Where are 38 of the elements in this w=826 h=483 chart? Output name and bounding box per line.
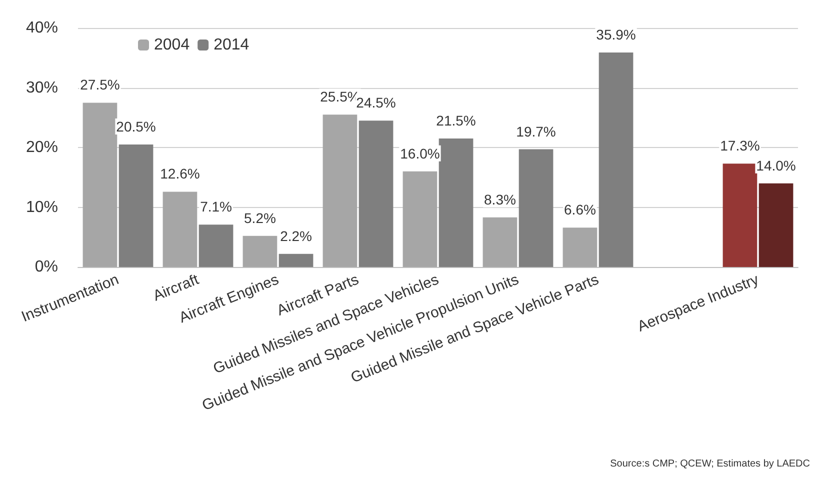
data-label: 16.0% [400, 145, 440, 162]
bar [518, 149, 554, 267]
y-tick-label: 20% [26, 139, 58, 156]
bar [482, 217, 518, 267]
data-label: 20.5% [116, 118, 156, 135]
data-label: 2.2% [280, 228, 312, 244]
bar [562, 228, 598, 267]
bar [598, 52, 634, 267]
bar [758, 183, 794, 267]
bar [402, 171, 438, 267]
bar [278, 254, 314, 267]
bar [358, 120, 394, 267]
bar [722, 164, 758, 267]
data-label: 5.2% [244, 210, 276, 226]
bar [162, 192, 198, 267]
bar [118, 144, 154, 267]
data-label: 27.5% [80, 76, 120, 93]
bar [322, 114, 358, 267]
data-label: 21.5% [436, 112, 476, 129]
legend-label: 2004 [154, 36, 190, 54]
y-tick-label: 40% [26, 20, 58, 36]
bar [82, 102, 118, 267]
data-label: 17.3% [720, 138, 760, 154]
data-label: 6.6% [564, 202, 596, 218]
data-label: 12.6% [160, 166, 200, 182]
data-label: 35.9% [596, 26, 636, 42]
data-label: 19.7% [516, 123, 556, 140]
y-tick-label: 10% [26, 198, 58, 216]
y-tick-label: 0% [34, 258, 58, 276]
data-label: 7.1% [200, 198, 232, 215]
data-label: 14.0% [756, 157, 796, 174]
bar [198, 224, 234, 267]
source-note: Source:s CMP; QCEW; Estimates by LAEDC [610, 458, 810, 470]
legend-label: 2014 [214, 36, 250, 54]
bar [242, 236, 278, 267]
data-label: 8.3% [484, 191, 516, 208]
bar [438, 138, 474, 267]
y-tick-label: 30% [26, 79, 58, 96]
